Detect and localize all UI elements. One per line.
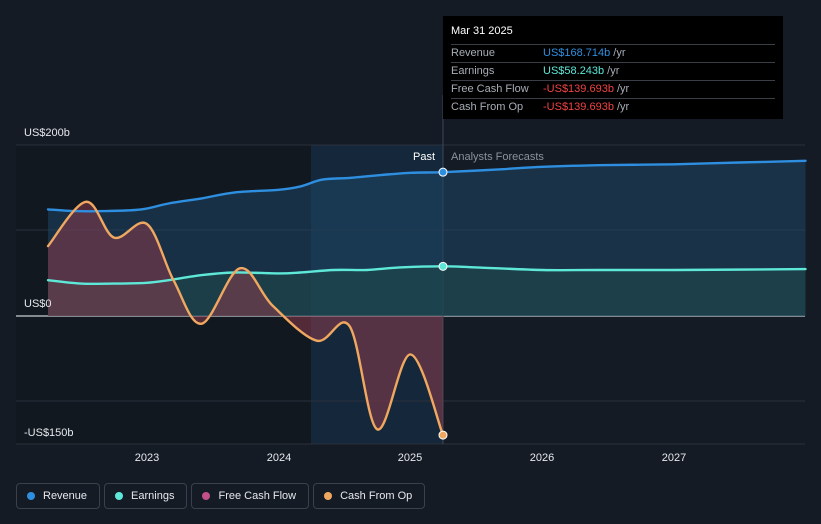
x-axis-label: 2026	[530, 452, 554, 464]
tooltip-row-revenue: Revenue US$168.714b /yr	[451, 45, 775, 63]
legend-label: Cash From Op	[340, 490, 413, 502]
legend-dot-icon	[27, 492, 35, 500]
legend-item-earnings[interactable]: Earnings	[104, 483, 188, 509]
y-axis-label: US$0	[24, 298, 52, 310]
tooltip-unit: /yr	[616, 83, 630, 95]
past-label: Past	[413, 151, 435, 163]
y-axis-label: -US$150b	[24, 427, 74, 439]
tooltip-label: Cash From Op	[451, 101, 524, 113]
tooltip-label: Revenue	[451, 47, 496, 59]
legend-item-free-cash-flow[interactable]: Free Cash Flow	[191, 483, 310, 509]
tooltip-row-cash-from-op: Cash From Op -US$139.693b /yr	[451, 99, 775, 116]
legend-label: Revenue	[43, 490, 88, 502]
tooltip-unit: /yr	[613, 47, 626, 59]
marker-cash-from-op	[438, 430, 448, 440]
line-cash-from-op	[46, 200, 445, 437]
x-axis-label: 2027	[662, 452, 686, 464]
legend-dot-icon	[324, 492, 333, 500]
x-axis-label: 2025	[398, 452, 422, 464]
legend-dot-icon	[115, 492, 124, 500]
data-tooltip: Mar 31 2025 Revenue US$168.714b /yr Earn…	[443, 16, 783, 119]
tooltip-unit: /yr	[607, 65, 620, 77]
legend-label: Free Cash Flow	[218, 490, 297, 502]
tooltip-unit: /yr	[616, 101, 630, 113]
forecast-label: Analysts Forecasts	[451, 151, 544, 163]
legend-label: Earnings	[131, 490, 175, 502]
marker-earnings	[438, 261, 448, 271]
tooltip-value: US$58.243b	[543, 65, 605, 77]
tooltip-label: Earnings	[451, 65, 495, 77]
financials-chart: US$200b US$0 -US$150b 2023 2024 2025 2026 2027 P…	[16, 95, 807, 464]
legend-item-revenue[interactable]: Revenue	[16, 483, 101, 509]
tooltip-label: Free Cash Flow	[451, 83, 529, 95]
legend-item-cash-from-op[interactable]: Cash From Op	[313, 483, 426, 509]
chart-legend: Revenue Earnings Free Cash Flow Cash Fro…	[16, 483, 426, 509]
tooltip-row-earnings: Earnings US$58.243b /yr	[451, 63, 775, 81]
legend-dot-icon	[202, 492, 211, 500]
y-axis-label: US$200b	[24, 127, 70, 139]
tooltip-value: -US$139.693b	[543, 101, 614, 113]
tooltip-value: -US$139.693b	[543, 83, 614, 95]
x-axis-label: 2023	[135, 452, 159, 464]
area-cash-from-op	[48, 201, 443, 436]
marker-revenue	[438, 167, 448, 177]
line-earnings	[46, 265, 807, 286]
x-axis-label: 2024	[267, 452, 291, 464]
tooltip-date: Mar 31 2025	[451, 24, 775, 45]
tooltip-row-free-cash-flow: Free Cash Flow -US$139.693b /yr	[451, 81, 775, 99]
line-revenue	[46, 159, 807, 213]
tooltip-value: US$168.714b	[543, 47, 611, 59]
